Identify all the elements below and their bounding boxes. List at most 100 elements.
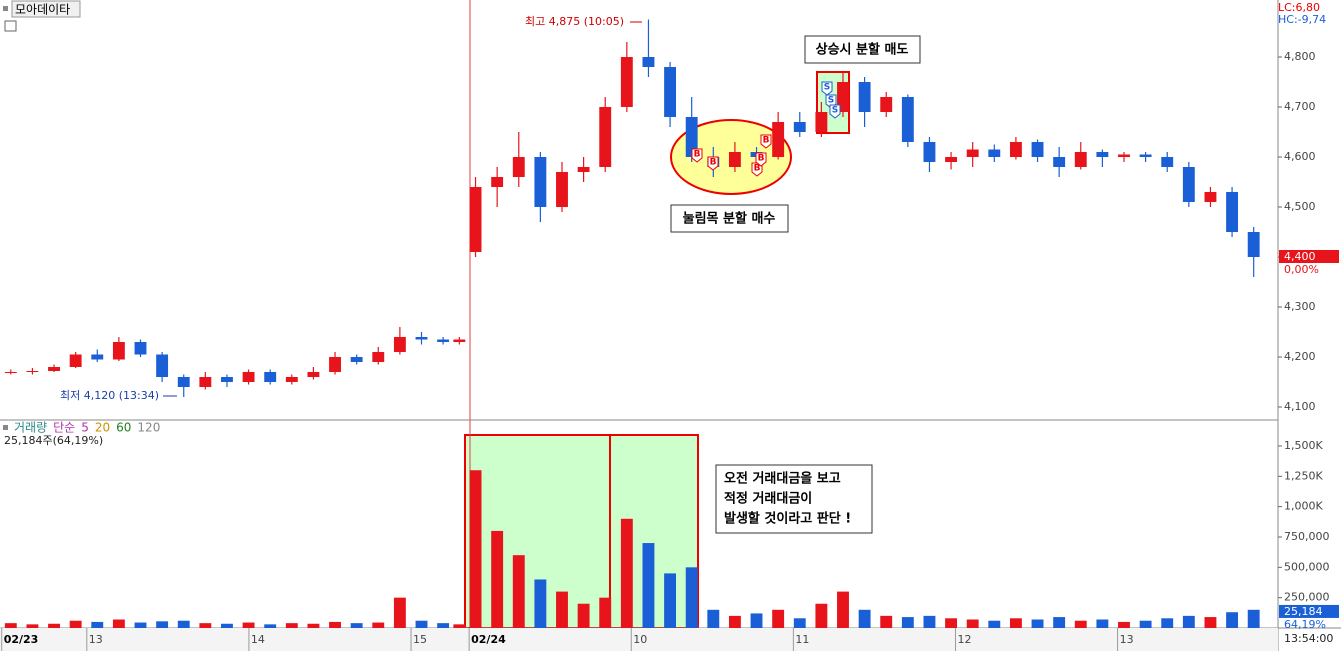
volume-bar xyxy=(393,597,406,628)
candle-body xyxy=(329,357,341,372)
trade-marker-label: S xyxy=(832,106,838,116)
y-tick-label: 4,200 xyxy=(1284,350,1316,363)
y-tick-label: 4,100 xyxy=(1284,400,1316,413)
candle-body xyxy=(556,172,568,207)
volume-bar xyxy=(156,621,169,628)
volume-info: 25,184주(64,19%) xyxy=(4,434,103,447)
legend-entry: 20 xyxy=(95,421,110,435)
volume-bar xyxy=(728,615,741,628)
x-tick-label: 13 xyxy=(1120,633,1134,646)
candle-body xyxy=(880,97,893,112)
volume-bar xyxy=(1118,621,1130,628)
lc-label: LC:6,80 xyxy=(1278,1,1320,14)
candle-body xyxy=(1139,154,1152,157)
high-annotation: 최고 4,875 (10:05) xyxy=(525,15,624,28)
candle-body xyxy=(966,149,979,157)
x-tick-label: 12 xyxy=(957,633,971,646)
volume-bar xyxy=(620,518,633,628)
volume-bar xyxy=(469,470,482,628)
candle-body xyxy=(1118,154,1130,157)
header-box xyxy=(11,0,81,18)
trade-marker-label: B xyxy=(763,136,770,146)
candle-body xyxy=(350,357,363,362)
note-line: 적정 거래대금이 xyxy=(724,491,812,507)
volume-bar xyxy=(48,623,60,628)
legend-entry: 단순 xyxy=(53,421,75,435)
candle-body xyxy=(772,122,785,157)
y-tick-label: 4,800 xyxy=(1284,50,1316,63)
volume-bar xyxy=(599,597,612,628)
x-tick-label: 15 xyxy=(413,633,427,646)
x-tick-label: 10 xyxy=(633,633,647,646)
volume-bar xyxy=(1182,615,1195,628)
candle-body xyxy=(1226,192,1239,232)
x-tick-label: 13 xyxy=(89,633,103,646)
volume-bar xyxy=(4,623,17,628)
candle-body xyxy=(112,342,125,360)
volume-bar xyxy=(307,623,320,628)
trade-marker-label: B xyxy=(694,150,701,160)
x-tick-label: 02/24 xyxy=(471,633,506,646)
candle-body xyxy=(221,377,233,382)
y-tick-label: 4,700 xyxy=(1284,100,1316,113)
trade-marker-label: S xyxy=(824,83,830,93)
volume-bar xyxy=(372,622,385,628)
trade-marker-label: B xyxy=(754,164,761,174)
volume-bar xyxy=(1204,617,1217,628)
x-axis-band xyxy=(0,628,1278,651)
trade-marker xyxy=(691,148,703,163)
volume-bar xyxy=(1161,618,1174,628)
candle-body xyxy=(858,82,871,112)
header-title: 모아데이타 xyxy=(15,3,70,17)
candle-body xyxy=(512,157,525,177)
note-line: 발생할 것이라고 판단 ! xyxy=(724,511,851,527)
candle-body xyxy=(134,342,147,355)
volume-bar xyxy=(1226,612,1239,628)
volume-bar xyxy=(242,622,255,628)
last-change: 0,00% xyxy=(1284,263,1319,276)
y-tick-label: 4,500 xyxy=(1284,200,1316,213)
candle-body xyxy=(685,117,698,157)
candle-body xyxy=(69,354,82,367)
candle-body xyxy=(469,187,482,252)
time-label: 13:54:00 xyxy=(1284,632,1333,645)
volume-bar xyxy=(69,620,82,628)
volume-bar xyxy=(988,620,1001,628)
last-volume: 25,184 xyxy=(1284,605,1323,618)
volume-bar xyxy=(1139,620,1152,628)
volume-bar xyxy=(945,618,958,628)
x-tick-label: 11 xyxy=(795,633,809,646)
candle-body xyxy=(437,339,450,342)
candle-body xyxy=(264,372,277,382)
note-box xyxy=(715,464,873,534)
candle-body xyxy=(837,82,849,112)
volume-bar xyxy=(1247,609,1260,628)
trade-marker xyxy=(755,152,767,167)
volume-highlight xyxy=(464,434,699,629)
y-tick-label: 4,600 xyxy=(1284,150,1316,163)
buy-text: 눌림목 분할 매수 xyxy=(683,211,776,227)
volume-bar xyxy=(350,623,363,628)
candle-body xyxy=(1031,142,1044,157)
candle-body xyxy=(923,142,936,162)
volume-bar xyxy=(329,621,341,628)
sell-text: 상승시 분할 매도 xyxy=(816,42,909,58)
candle-body xyxy=(393,337,406,352)
last-price-box xyxy=(1279,250,1339,263)
volume-bar xyxy=(91,621,104,628)
legend-entry: 5 xyxy=(81,421,89,435)
candle-body xyxy=(620,57,633,107)
legend-entry: 거래량 xyxy=(14,421,47,435)
candle-body xyxy=(1053,157,1066,167)
last-price: 4,400 xyxy=(1284,250,1316,263)
buy-box xyxy=(670,204,789,233)
volume-bar xyxy=(1096,619,1109,628)
candle-body xyxy=(26,371,39,372)
volume-bar xyxy=(577,603,590,628)
trade-marker xyxy=(829,104,841,119)
volume-bar xyxy=(512,555,525,628)
last-volume-change: 64,19% xyxy=(1284,618,1326,631)
candle-body xyxy=(1204,192,1217,202)
candle-body xyxy=(945,157,958,162)
volume-bar xyxy=(858,609,871,628)
